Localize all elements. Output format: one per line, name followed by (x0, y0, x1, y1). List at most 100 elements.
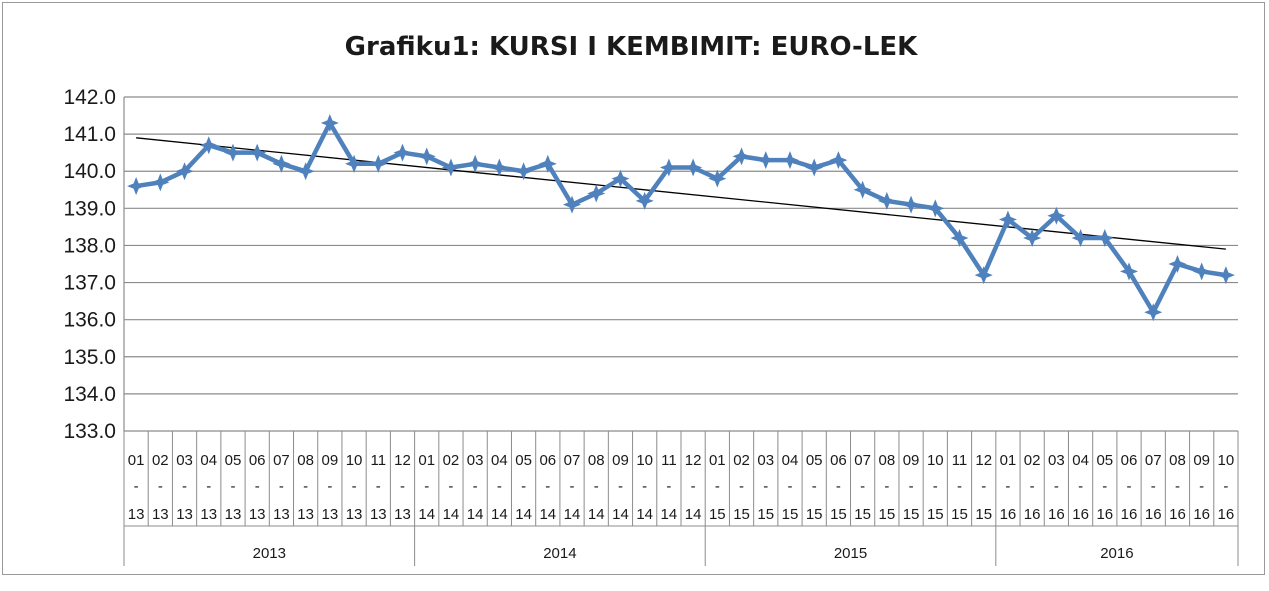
data-point (369, 154, 388, 173)
data-point (1023, 229, 1042, 248)
x-tick-separator: - (836, 478, 841, 495)
x-tick-separator: - (715, 478, 720, 495)
x-tick-month: 03 (1048, 452, 1065, 469)
x-tick-separator: - (787, 478, 792, 495)
y-tick-label: 136.0 (63, 309, 116, 332)
x-tick-year: 14 (612, 506, 629, 523)
x-axis: 01-1302-1303-1304-1305-1306-1307-1308-13… (123, 431, 1239, 566)
data-point (780, 151, 799, 170)
y-tick-label: 141.0 (63, 123, 116, 146)
x-tick-month: 09 (612, 452, 629, 469)
x-tick-year: 14 (443, 506, 460, 523)
x-tick-year: 14 (564, 506, 581, 523)
x-tick-separator: - (981, 478, 986, 495)
data-point (1192, 262, 1211, 281)
data-point (708, 169, 727, 188)
x-tick-month: 02 (152, 452, 169, 469)
x-tick-month: 06 (539, 452, 556, 469)
x-tick-year: 15 (782, 506, 799, 523)
data-point (127, 177, 146, 196)
x-tick-month: 07 (273, 452, 290, 469)
x-tick-separator: - (376, 478, 381, 495)
x-tick-separator: - (1102, 478, 1107, 495)
x-tick-separator: - (1151, 478, 1156, 495)
trendline (136, 137, 1226, 250)
gridlines (124, 96, 1238, 432)
x-tick-month: 03 (757, 452, 774, 469)
data-point (199, 136, 218, 155)
x-tick-month: 08 (879, 452, 896, 469)
data-point (466, 154, 485, 173)
x-tick-month: 07 (564, 452, 581, 469)
x-tick-separator: - (1054, 478, 1059, 495)
x-tick-separator: - (255, 478, 260, 495)
x-tick-year: 14 (588, 506, 605, 523)
x-tick-year: 15 (879, 506, 896, 523)
data-point (877, 191, 896, 210)
data-point (393, 143, 412, 162)
data-point (950, 229, 969, 248)
data-point (563, 195, 582, 214)
x-tick-separator: - (812, 478, 817, 495)
x-tick-separator: - (400, 478, 405, 495)
x-tick-separator: - (448, 478, 453, 495)
data-point (829, 151, 848, 170)
x-tick-separator: - (1175, 478, 1180, 495)
x-tick-year: 14 (636, 506, 653, 523)
data-point (853, 180, 872, 199)
x-tick-month: 02 (443, 452, 460, 469)
x-tick-separator: - (909, 478, 914, 495)
data-point (223, 143, 242, 162)
x-tick-month: 05 (515, 452, 532, 469)
x-tick-month: 04 (782, 452, 799, 469)
data-point (805, 158, 824, 177)
x-tick-separator: - (327, 478, 332, 495)
year-label: 2013 (253, 545, 286, 562)
x-tick-year: 14 (418, 506, 435, 523)
x-tick-year: 13 (322, 506, 339, 523)
x-tick-month: 09 (1193, 452, 1210, 469)
x-tick-separator: - (691, 478, 696, 495)
y-tick-label: 137.0 (63, 272, 116, 295)
data-point (974, 266, 993, 285)
x-tick-month: 06 (249, 452, 266, 469)
data-point (998, 210, 1017, 229)
y-tick-label: 142.0 (63, 86, 116, 109)
x-tick-year: 14 (515, 506, 532, 523)
x-tick-year: 16 (1218, 506, 1235, 523)
x-tick-year: 13 (370, 506, 387, 523)
chart-title: Grafiku1: KURSI I KEMBIMIT: EURO-LEK (345, 32, 919, 62)
data-point (756, 151, 775, 170)
x-tick-year: 14 (467, 506, 484, 523)
data-point (587, 184, 606, 203)
data-point (441, 158, 460, 177)
year-label: 2015 (834, 545, 867, 562)
y-tick-label: 140.0 (63, 160, 116, 183)
x-tick-separator: - (570, 478, 575, 495)
data-point (1120, 262, 1139, 281)
data-point (296, 162, 315, 181)
x-tick-month: 08 (297, 452, 314, 469)
x-tick-separator: - (230, 478, 235, 495)
x-tick-year: 13 (200, 506, 217, 523)
x-tick-separator: - (158, 478, 163, 495)
x-tick-separator: - (424, 478, 429, 495)
x-tick-separator: - (1199, 478, 1204, 495)
x-tick-separator: - (303, 478, 308, 495)
x-tick-separator: - (206, 478, 211, 495)
x-tick-separator: - (134, 478, 139, 495)
x-tick-year: 15 (854, 506, 871, 523)
x-tick-month: 08 (1169, 452, 1186, 469)
x-tick-separator: - (497, 478, 502, 495)
x-tick-month: 07 (1145, 452, 1162, 469)
x-tick-year: 14 (539, 506, 556, 523)
x-tick-separator: - (1078, 478, 1083, 495)
x-tick-month: 03 (176, 452, 193, 469)
x-tick-separator: - (933, 478, 938, 495)
x-tick-year: 13 (273, 506, 290, 523)
x-tick-month: 02 (733, 452, 750, 469)
x-tick-year: 15 (733, 506, 750, 523)
y-tick-label: 135.0 (63, 346, 116, 369)
data-point (490, 158, 509, 177)
x-tick-month: 07 (854, 452, 871, 469)
